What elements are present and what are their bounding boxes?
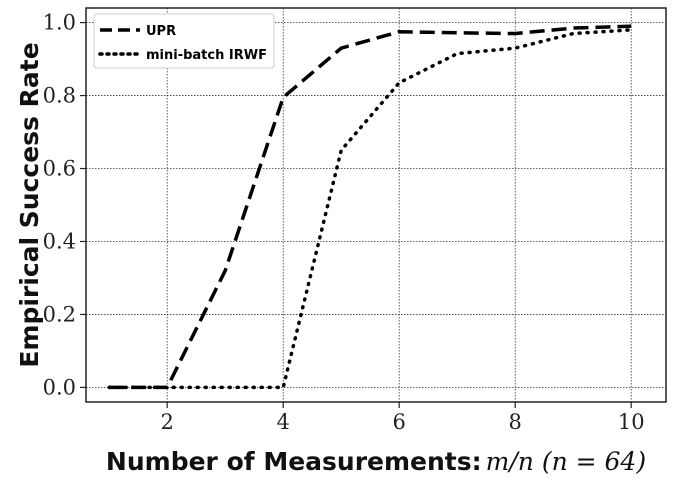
axis-ticks: 2 4 6 8 10 0.0 0.2 0.4 0.6 0.8 1.0 [43, 11, 645, 434]
y-axis-title: Empirical Success Rate [15, 42, 44, 367]
x-tick-label: 10 [618, 410, 645, 434]
series-lines [107, 24, 633, 390]
x-tick-label: 8 [509, 410, 522, 434]
legend-box [93, 13, 275, 69]
x-axis-title: Number of Measurements: m/n (n = 64) [106, 447, 646, 476]
legend: UPR mini-batch IRWF [93, 13, 275, 69]
y-tick-label: 0.6 [43, 157, 76, 181]
legend-label-irwf: mini-batch IRWF [146, 48, 267, 63]
x-tick-label: 6 [393, 410, 406, 434]
x-axis-title-text: Number of Measurements: [106, 447, 482, 476]
x-tick-label: 4 [277, 410, 290, 434]
y-tick-label: 0.4 [43, 229, 76, 253]
y-tick-label: 0.2 [43, 302, 76, 326]
plot-area-frame [85, 7, 667, 403]
y-tick-label: 0.8 [43, 84, 76, 108]
y-tick-label: 0.0 [43, 375, 76, 399]
x-tick-label: 2 [161, 410, 174, 434]
x-axis-title-math: m/n (n = 64) [486, 447, 646, 476]
series-line-irwf [107, 28, 633, 390]
y-tick-label: 1.0 [43, 11, 76, 35]
series-line-upr [109, 24, 632, 390]
legend-label-upr: UPR [146, 24, 176, 39]
